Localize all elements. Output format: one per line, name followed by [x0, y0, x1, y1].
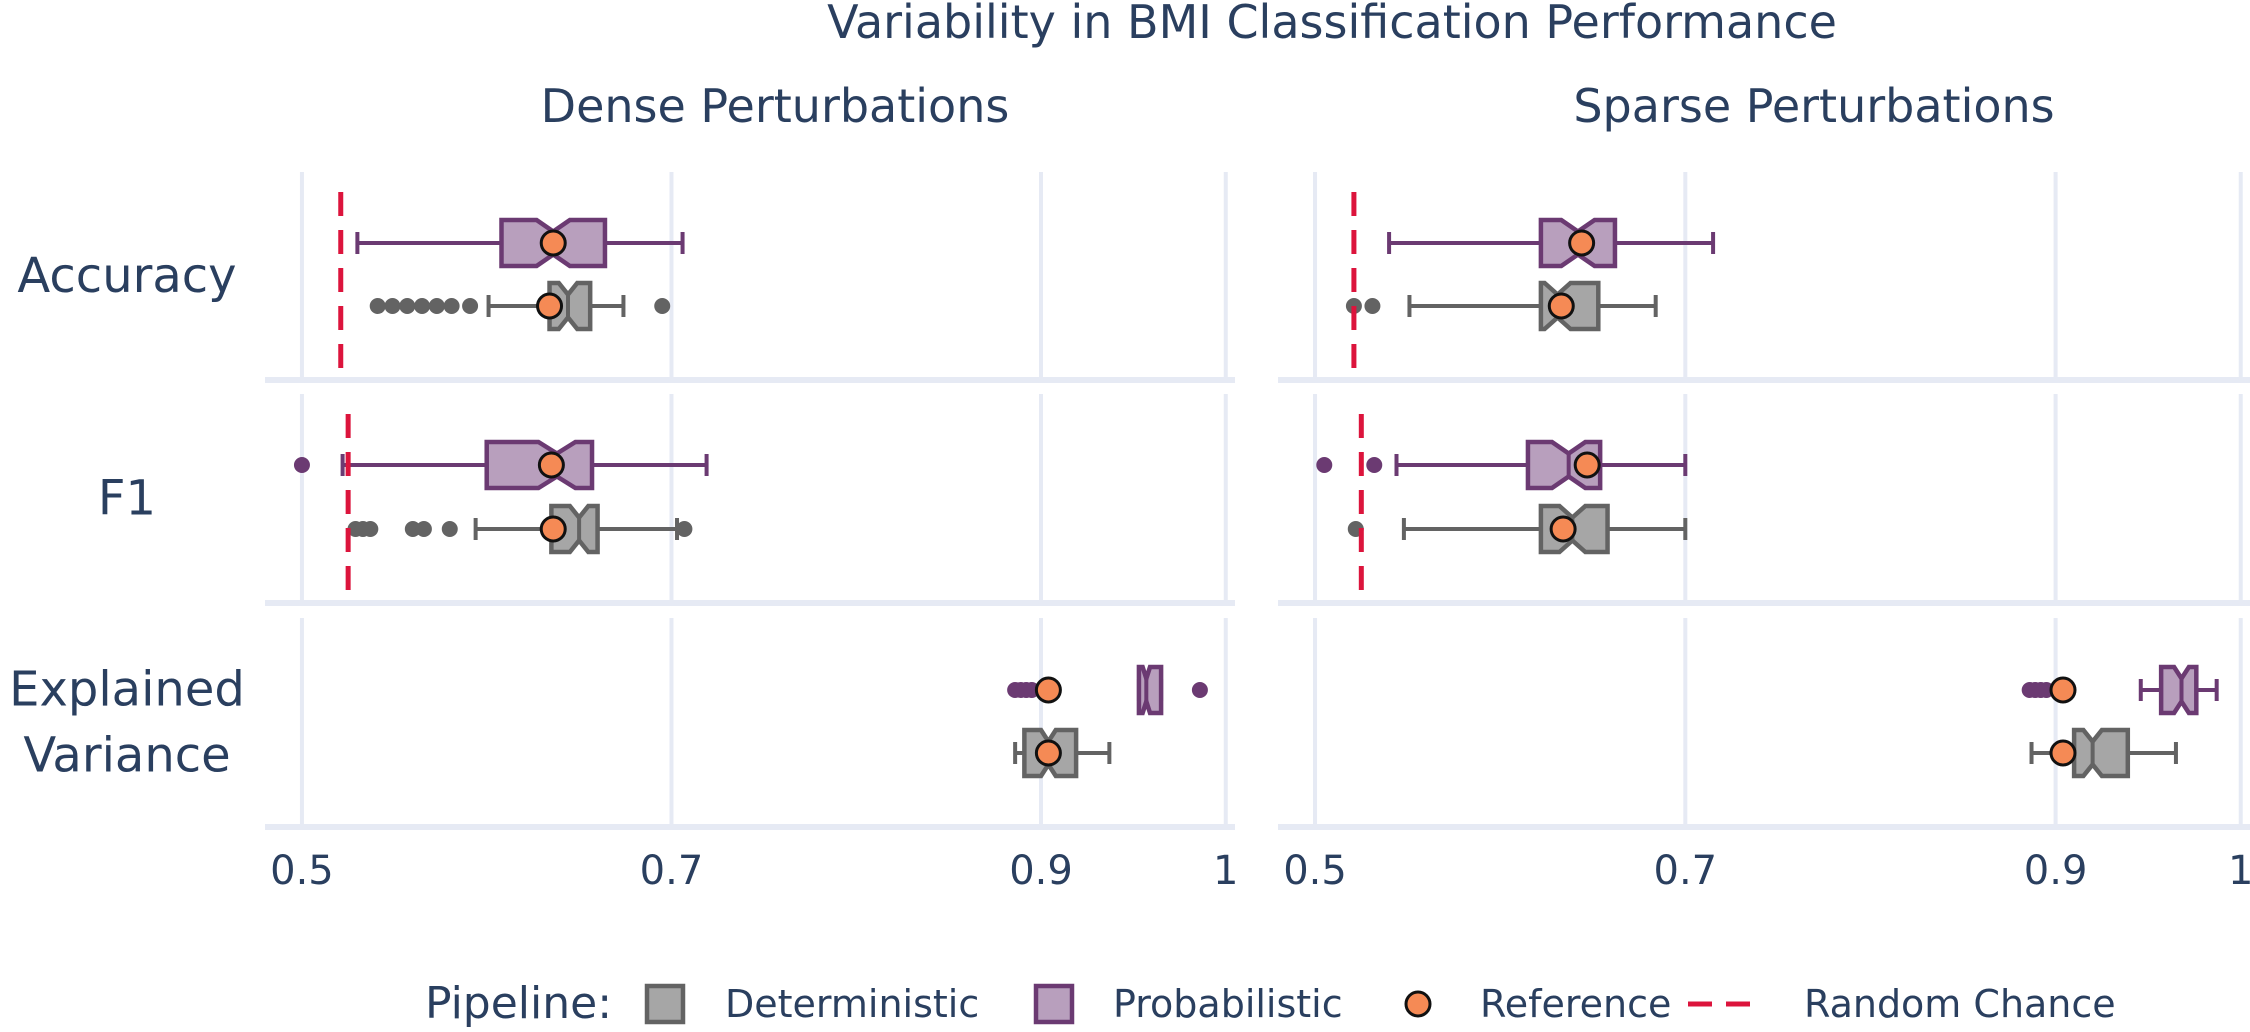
reference-point-dense-f1-probabilistic [537, 451, 565, 479]
legend-swatch-deterministic [644, 983, 686, 1025]
chart-title: Variability in BMI Classification Perfor… [827, 0, 1837, 49]
outlier-sparse-f1-probabilistic [1366, 457, 1383, 473]
legend-label-reference: Reference [1480, 982, 1671, 1026]
x-tick-label-dense: 0.9 [1009, 848, 1073, 894]
outlier-dense-accuracy-deterministic [443, 298, 460, 314]
random-chance-layer [338, 192, 1364, 601]
legend-swatch-probabilistic [1033, 983, 1075, 1025]
outlier-dense-f1-deterministic [441, 521, 458, 537]
outlier-dense-accuracy-deterministic [428, 298, 445, 314]
legend-label-probabilistic: Probabilistic [1113, 982, 1343, 1026]
x-tick-label-sparse: 1 [2228, 848, 2250, 894]
grid-layer [265, 172, 2250, 830]
reference-point-sparse-f1-deterministic [1549, 515, 1577, 543]
legend-label-random-chance: Random Chance [1804, 982, 2116, 1026]
reference-point-dense-f1-deterministic [539, 515, 567, 543]
outlier-dense-f1-deterministic [404, 521, 421, 537]
legend-label-deterministic: Deterministic [725, 982, 979, 1026]
outlier-dense-accuracy-deterministic [399, 298, 416, 314]
row-labels: Accuracy F1 Explained Variance [9, 248, 245, 784]
row-label-explained-variance: Explained [9, 662, 245, 718]
outlier-dense-f1-probabilistic [293, 457, 310, 473]
x-tick-label-sparse: 0.5 [1283, 848, 1347, 894]
reference-point-sparse-accuracy-probabilistic [1568, 229, 1596, 257]
reference-point-sparse-explained-variance-deterministic [2049, 739, 2077, 767]
reference-point-sparse-accuracy-deterministic [1547, 292, 1575, 320]
panel-title-dense: Dense Perturbations [541, 79, 1010, 133]
x-tick-label-dense: 0.7 [640, 848, 704, 894]
legend-title: Pipeline: [425, 978, 612, 1029]
outlier-dense-f1-deterministic [676, 521, 693, 537]
row-label-explained-variance: Variance [23, 728, 230, 784]
reference-point-sparse-f1-probabilistic [1573, 451, 1601, 479]
outlier-dense-accuracy-deterministic [369, 298, 386, 314]
outlier-dense-accuracy-deterministic [462, 298, 479, 314]
legend-swatch-reference [1404, 990, 1432, 1018]
panel-titles: Dense Perturbations Sparse Perturbations [541, 79, 2055, 133]
box-dense-explained-variance-probabilistic [1136, 664, 1164, 716]
x-tick-labels: 0.5 0.7 0.9 1 0.5 0.7 0.9 1 [270, 848, 2250, 894]
box-sparse-explained-variance-probabilistic [2158, 664, 2199, 716]
outlier-sparse-f1-probabilistic [1316, 457, 1333, 473]
reference-point-dense-accuracy-probabilistic [539, 229, 567, 257]
box-sparse-explained-variance-deterministic [2071, 727, 2131, 779]
row-label-accuracy: Accuracy [17, 248, 236, 304]
x-tick-label-dense: 0.5 [270, 848, 334, 894]
x-tick-label-sparse: 0.9 [2024, 848, 2088, 894]
panel-title-sparse: Sparse Perturbations [1573, 79, 2054, 133]
outlier-dense-f1-deterministic [362, 521, 379, 537]
outlier-dense-explained-variance-probabilistic [1191, 682, 1208, 698]
outlier-dense-accuracy-deterministic [654, 298, 671, 314]
reference-point-dense-accuracy-deterministic [536, 292, 564, 320]
outlier-dense-accuracy-deterministic [384, 298, 401, 314]
reference-point-dense-explained-variance-probabilistic [1034, 676, 1062, 704]
reference-layer [536, 229, 2077, 767]
outlier-dense-f1-deterministic [415, 521, 432, 537]
row-label-f1: F1 [98, 471, 156, 527]
box-dense-f1-deterministic [549, 503, 600, 555]
x-tick-label-sparse: 0.7 [1654, 848, 1718, 894]
outlier-sparse-accuracy-deterministic [1364, 298, 1381, 314]
reference-point-dense-explained-variance-deterministic [1034, 739, 1062, 767]
legend: Pipeline: Deterministic Probabilistic Refer… [425, 978, 2116, 1029]
boxes-layer [293, 217, 2219, 779]
x-tick-label-dense: 1 [1213, 848, 1238, 894]
reference-point-sparse-explained-variance-probabilistic [2049, 676, 2077, 704]
outlier-dense-accuracy-deterministic [414, 298, 431, 314]
